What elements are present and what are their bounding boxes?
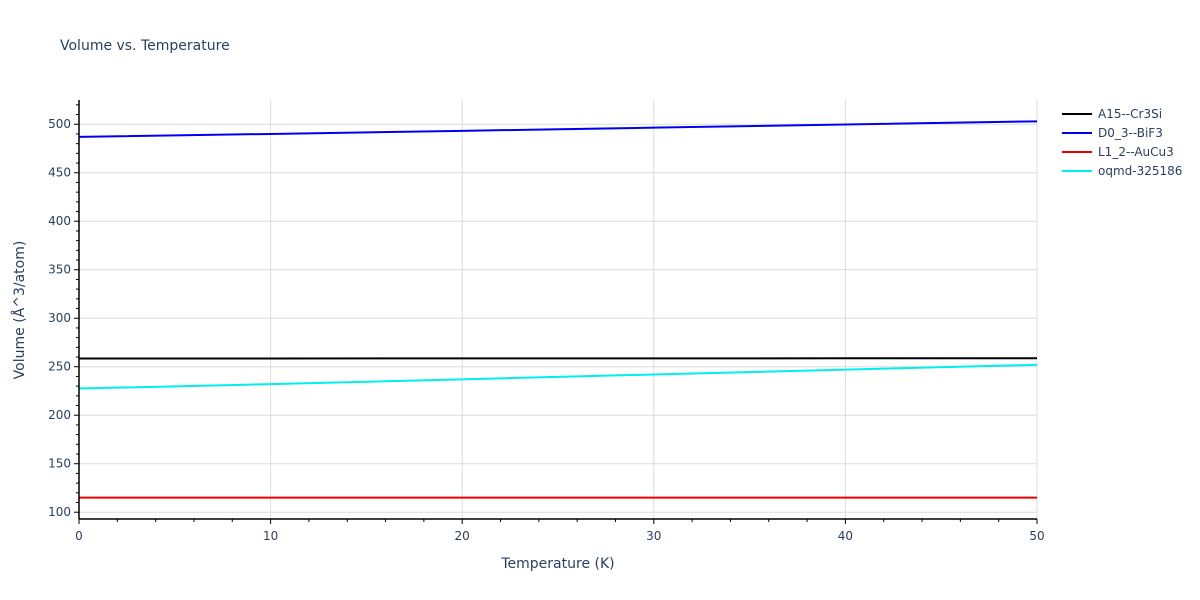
x-tick-label: 40	[838, 529, 853, 543]
y-tick-label: 100	[48, 505, 71, 519]
legend-item-oqmd-325186[interactable]: oqmd-325186	[1062, 164, 1182, 178]
x-tick-label: 30	[646, 529, 661, 543]
legend-item-d0-3-bif3[interactable]: D0_3--BiF3	[1062, 126, 1163, 140]
legend-label: D0_3--BiF3	[1098, 126, 1163, 140]
chart-title: Volume vs. Temperature	[60, 38, 230, 54]
y-tick-label: 150	[48, 457, 71, 471]
legend-item-a15-cr3si[interactable]: A15--Cr3Si	[1062, 107, 1162, 121]
y-axis-title: Volume (Å^3/atom)	[11, 241, 28, 380]
x-axis-title: Temperature (K)	[500, 556, 614, 572]
y-tick-label: 450	[48, 166, 71, 180]
y-tick-label: 200	[48, 408, 71, 422]
series-line	[78, 363, 1038, 390]
series-line	[78, 120, 1038, 138]
x-tick-label: 0	[75, 529, 83, 543]
y-axis-tick-labels: 100 150 200 250 300 350 400 450 500	[48, 117, 71, 519]
x-tick-label: 50	[1029, 529, 1044, 543]
legend-item-l1-2-aucu3[interactable]: L1_2--AuCu3	[1062, 145, 1174, 159]
x-tick-label: 20	[455, 529, 470, 543]
plot-area	[78, 120, 1038, 499]
y-tick-label: 300	[48, 311, 71, 325]
gridlines	[79, 100, 1038, 519]
y-tick-label: 500	[48, 117, 71, 131]
y-tick-label: 400	[48, 214, 71, 228]
axes	[74, 100, 1038, 524]
legend-label: A15--Cr3Si	[1098, 107, 1162, 121]
legend-label: L1_2--AuCu3	[1098, 145, 1174, 159]
x-tick-label: 10	[263, 529, 278, 543]
legend-label: oqmd-325186	[1098, 164, 1182, 178]
y-tick-label: 250	[48, 360, 71, 374]
legend: A15--Cr3Si D0_3--BiF3 L1_2--AuCu3 oqmd-3…	[1062, 107, 1182, 178]
x-axis-tick-labels: 0 10 20 30 40 50	[75, 529, 1044, 543]
y-tick-label: 350	[48, 263, 71, 277]
